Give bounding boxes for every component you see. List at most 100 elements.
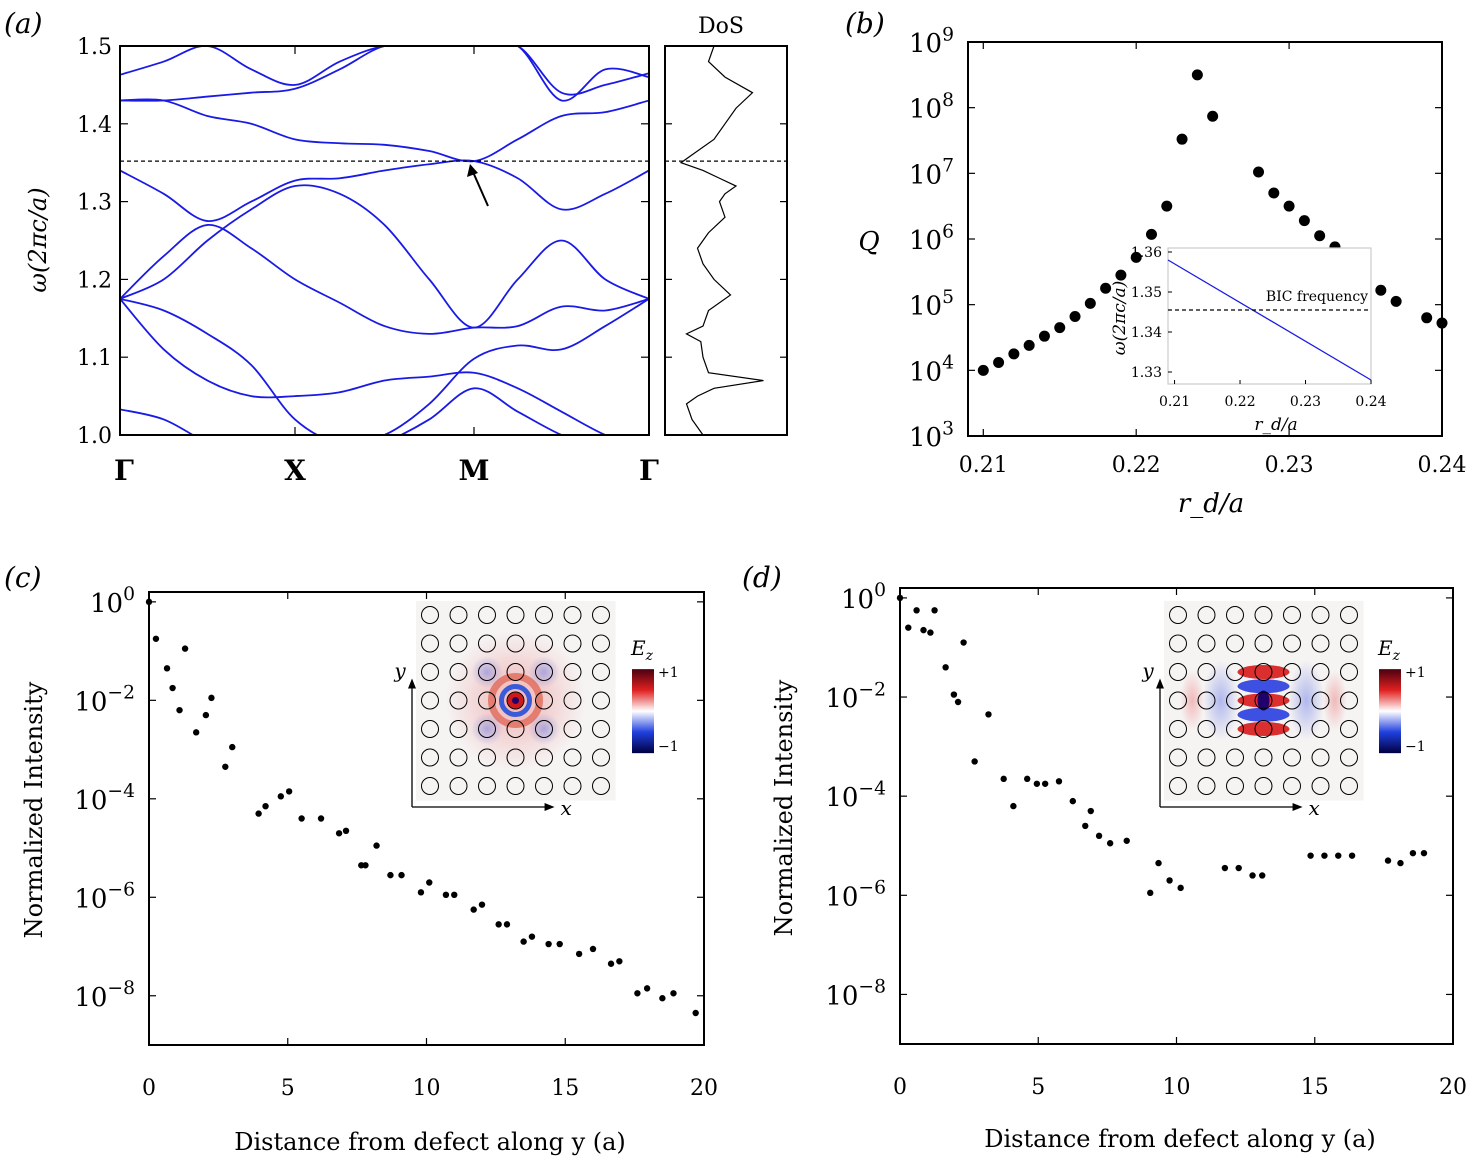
intensity-point: [1041, 780, 1049, 787]
rod-circle: [478, 691, 496, 710]
panel-label-a: (a): [4, 7, 43, 40]
intensity-point: [920, 626, 927, 634]
rod-circle: [449, 606, 468, 624]
panel-c-points: [145, 598, 699, 1017]
rod-circle: [1283, 606, 1301, 624]
rod-circle: [592, 606, 610, 624]
colorbar-label: Ez: [630, 636, 654, 664]
intensity-point: [643, 985, 651, 992]
x-tick-label: 15: [551, 1076, 579, 1101]
rod-circle: [1254, 691, 1273, 710]
rod-circle: [1226, 606, 1244, 624]
panel-a-frame: [119, 45, 650, 436]
intensity-point: [417, 889, 425, 896]
y-tick-label: 10−4: [74, 781, 135, 816]
x-tick-label: 10: [1163, 1075, 1191, 1100]
panel-c: 100 10−2 10−4 10−6 10−8 0 5 10 15 20 Normalized …: [20, 584, 718, 1156]
intensity-point: [556, 940, 563, 948]
panel-b-inset: BIC frequency 1.331.341.351.36 0.21 0.22 0…: [1110, 245, 1387, 435]
rod-circle: [1169, 606, 1187, 624]
panel-d-y-ticks: 100 10−2 10−4 10−6 10−8: [825, 580, 1453, 1011]
intensity-point: [262, 802, 269, 810]
intensity-point: [1155, 859, 1162, 867]
field-map: [416, 601, 616, 801]
rod-circle: [1283, 634, 1301, 653]
q-point: [1176, 133, 1188, 145]
intensity-point: [181, 645, 189, 652]
colorbar-max: +1: [1405, 665, 1426, 681]
intensity-point: [451, 891, 458, 899]
dos-frame: [664, 45, 788, 436]
band-line-7: [120, 98, 649, 163]
rod-circle: [449, 691, 468, 710]
inset-y-tick-label: 1.34: [1131, 325, 1162, 341]
rod-circle: [1254, 606, 1273, 624]
q-point: [1421, 312, 1433, 324]
q-point: [1038, 330, 1050, 342]
intensity-point: [1384, 857, 1392, 864]
rod-circle: [478, 748, 496, 767]
intensity-point: [470, 906, 477, 913]
panel-b-y-label: Q: [858, 227, 879, 257]
intensity-point: [152, 635, 160, 642]
intensity-point: [298, 815, 305, 822]
rod-circle: [1311, 634, 1330, 653]
panel-label-b: (b): [845, 7, 885, 40]
inset-x-ticks: 0.21 0.22 0.23 0.24: [1159, 380, 1387, 410]
q-point: [1130, 251, 1142, 263]
inset-x-tick-label: 0.21: [1159, 394, 1190, 410]
panel-a-x-ticks: Γ X M Γ: [114, 454, 659, 487]
intensity-point: [575, 950, 583, 958]
x-tick-label: 10: [413, 1076, 441, 1101]
rod-circle: [1311, 606, 1330, 624]
band-line-4: [120, 224, 649, 335]
panel-d-x-ticks: 0 5 10 15 20: [893, 588, 1467, 1100]
intensity-point: [545, 940, 552, 948]
rod-circle: [478, 720, 496, 738]
intensity-point: [1307, 852, 1314, 859]
rod-circle: [1340, 663, 1358, 681]
inset-x-tick-label: 0.23: [1290, 394, 1321, 410]
rod-circle: [1340, 720, 1358, 738]
q-point: [1115, 269, 1127, 281]
x-tick-label: 20: [690, 1076, 718, 1101]
y-tick-label: 10−2: [74, 683, 135, 718]
rod-circle: [1340, 691, 1358, 710]
rod-circle: [421, 748, 439, 767]
x-tick-gamma-1: Γ: [114, 454, 134, 487]
q-point: [1100, 282, 1112, 294]
rod-circle: [592, 691, 610, 710]
rod-circle: [478, 663, 496, 681]
q-point: [1207, 110, 1219, 122]
rod-circle: [449, 748, 468, 767]
intensity-point: [589, 945, 597, 953]
intensity-point: [607, 960, 615, 967]
inset-y-tick-label: 1.33: [1131, 365, 1162, 381]
rod-circle: [563, 777, 582, 795]
rod-circle: [1226, 748, 1244, 767]
intensity-point: [145, 598, 153, 606]
x-tick-x: X: [284, 454, 306, 487]
panel-a-y-label: ω(2πc/a): [24, 187, 52, 292]
rod-circle: [1311, 777, 1330, 795]
colorbar-label: Ez: [1377, 636, 1401, 664]
inset-background: [1167, 247, 1372, 385]
arrow-icon: [467, 164, 489, 207]
intensity-point: [169, 684, 176, 692]
q-point: [1191, 69, 1203, 81]
rod-circle: [535, 663, 553, 681]
rod-circle: [1254, 663, 1273, 681]
panel-b-points: [977, 69, 1448, 376]
intensity-point: [1010, 802, 1017, 810]
intensity-point: [1000, 775, 1007, 783]
rod-circle: [449, 777, 468, 795]
rod-circle: [563, 691, 582, 710]
inset-y-tick-label: 1.36: [1131, 245, 1162, 261]
band-line-2: [120, 298, 608, 435]
rod-circle: [1283, 691, 1301, 710]
panel-c-y-label: Normalized Intensity: [20, 681, 48, 938]
x-tick-label: 0: [893, 1075, 907, 1100]
rod-circle: [478, 606, 496, 624]
rod-circle: [535, 606, 553, 624]
q-point: [1054, 322, 1066, 334]
